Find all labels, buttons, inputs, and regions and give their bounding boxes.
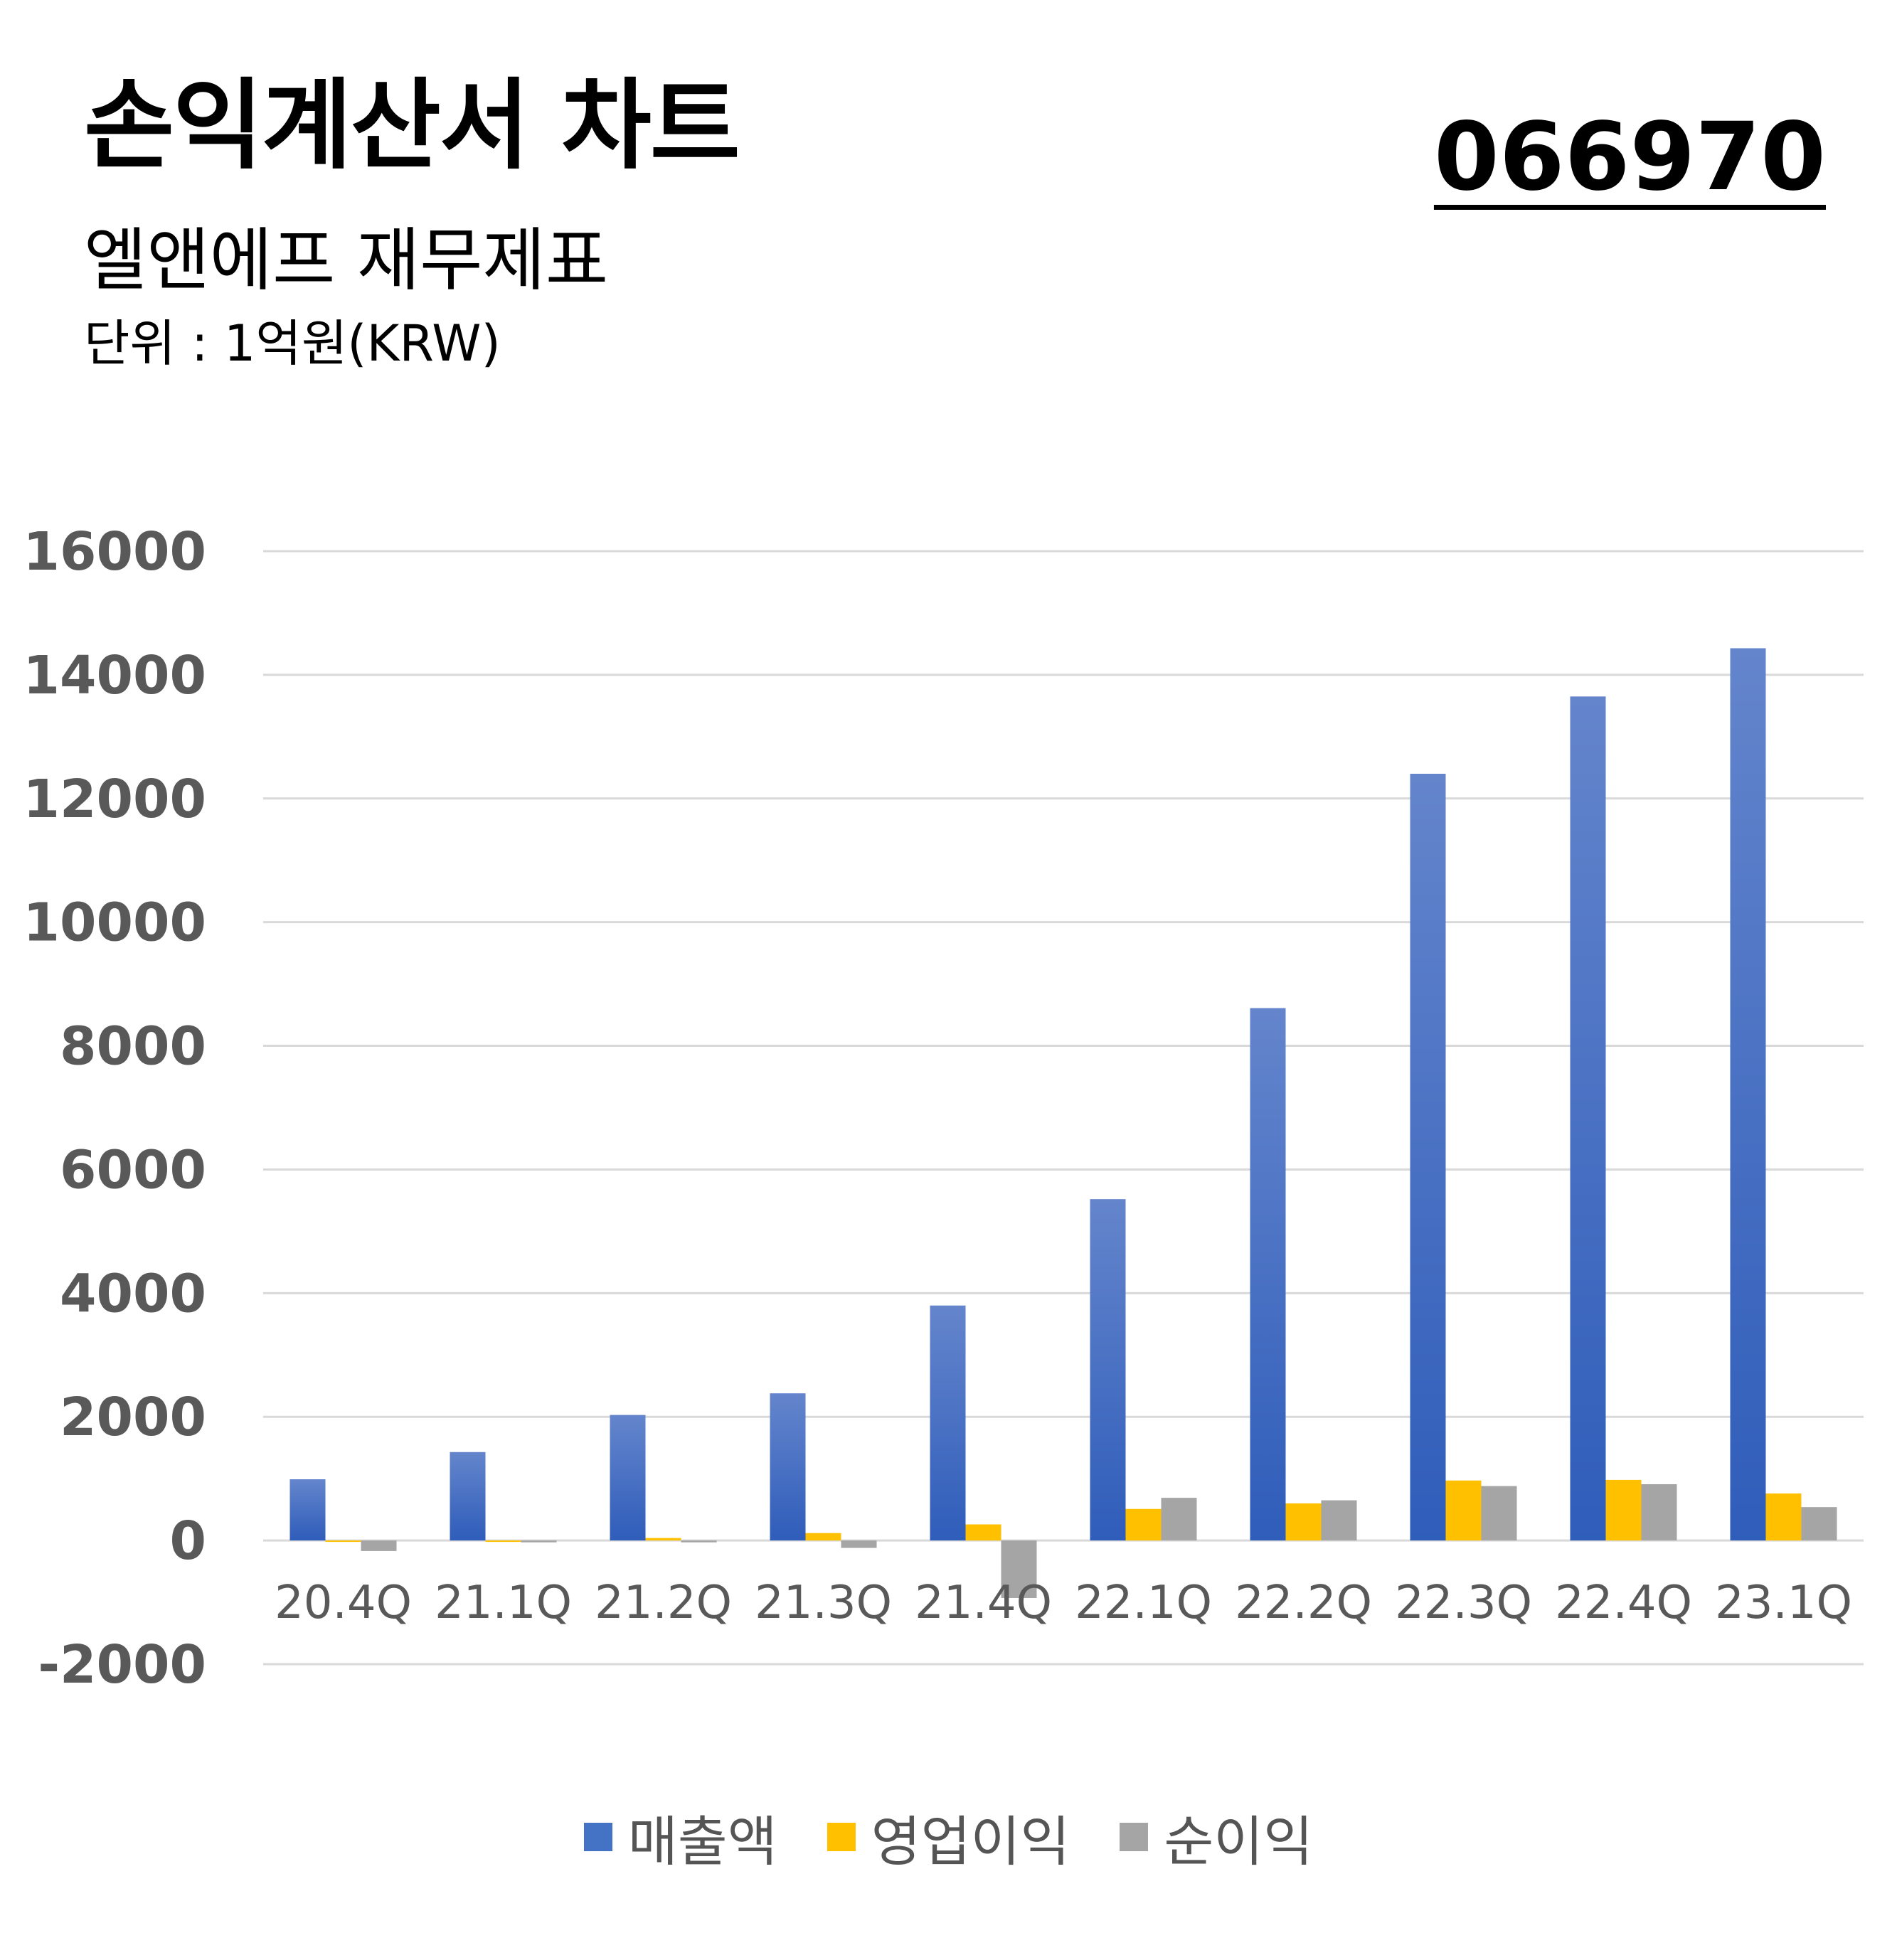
bars <box>289 648 1837 1598</box>
unit-label: 단위 : 1억원(KRW) <box>84 314 501 373</box>
bar-net-income <box>1001 1540 1037 1598</box>
bar-operating-income <box>805 1533 841 1541</box>
legend-label-operating-income: 영업이익 <box>871 1810 1070 1873</box>
bar-revenue <box>1090 1199 1126 1541</box>
bar-revenue <box>1410 774 1446 1541</box>
y-tick-label: 16000 <box>23 521 206 582</box>
y-tick-label: 14000 <box>23 645 206 706</box>
bar-net-income <box>841 1540 877 1548</box>
x-tick-label: 22.3Q <box>1395 1577 1532 1629</box>
bar-revenue <box>450 1452 486 1541</box>
x-tick-label: 23.1Q <box>1715 1577 1852 1629</box>
bar-net-income <box>521 1540 557 1543</box>
bar-net-income <box>1481 1486 1517 1541</box>
bar-revenue <box>770 1393 806 1541</box>
bar-revenue <box>610 1415 646 1541</box>
y-axis-ticks: -2000 0 2000 4000 6000 8000 10000 12000 14000 160… <box>23 521 206 1695</box>
legend-item-revenue: 매출액 <box>583 1798 777 1876</box>
x-tick-label: 22.2Q <box>1235 1577 1372 1629</box>
bar-operating-income <box>1285 1503 1322 1541</box>
x-tick-label: 22.1Q <box>1075 1577 1212 1629</box>
chart-legend: 매출액 영업이익 순이익 <box>0 1798 1897 1876</box>
legend-item-net-income: 순이익 <box>1120 1798 1313 1876</box>
x-tick-label: 21.4Q <box>915 1577 1052 1629</box>
legend-label-revenue: 매출액 <box>627 1810 777 1873</box>
y-tick-label: 8000 <box>60 1016 206 1077</box>
x-tick-label: 21.2Q <box>595 1577 732 1629</box>
bar-net-income <box>681 1540 717 1543</box>
x-tick-label: 21.1Q <box>435 1577 572 1629</box>
bar-operating-income <box>1605 1479 1642 1541</box>
y-tick-label: 2000 <box>60 1387 206 1448</box>
legend-swatch-operating-income <box>827 1823 856 1851</box>
x-tick-label: 20.4Q <box>275 1577 412 1629</box>
bar-revenue <box>930 1305 966 1541</box>
bar-revenue <box>289 1479 326 1541</box>
bar-operating-income <box>965 1524 1001 1541</box>
x-axis-ticks: 20.4Q 21.1Q 21.2Q 21.3Q 21.4Q 22.1Q 22.2Q 22.3Q… <box>275 1577 1852 1629</box>
bar-operating-income <box>325 1540 361 1543</box>
bar-operating-income <box>1765 1493 1802 1541</box>
legend-swatch-net-income <box>1120 1823 1149 1851</box>
bar-operating-income <box>1445 1480 1482 1541</box>
y-tick-label: 12000 <box>23 769 206 830</box>
y-tick-label: 6000 <box>60 1139 206 1200</box>
y-tick-label: 4000 <box>60 1263 206 1324</box>
bar-operating-income <box>485 1540 521 1543</box>
y-tick-label: 10000 <box>23 893 206 954</box>
bar-net-income <box>1321 1500 1357 1541</box>
legend-label-net-income: 순이익 <box>1164 1810 1314 1873</box>
bar-revenue <box>1570 696 1606 1541</box>
bar-net-income <box>1801 1507 1837 1541</box>
y-tick-label: -2000 <box>38 1634 206 1695</box>
x-tick-label: 22.4Q <box>1555 1577 1692 1629</box>
x-tick-label: 21.3Q <box>755 1577 892 1629</box>
bar-operating-income <box>1125 1508 1162 1541</box>
legend-swatch-revenue <box>583 1823 612 1851</box>
y-tick-label: 0 <box>170 1511 207 1572</box>
bar-revenue <box>1250 1008 1286 1541</box>
stock-code: 066970 <box>1433 102 1826 212</box>
chart-title: 손익계산서 차트 <box>84 68 740 183</box>
bar-net-income <box>1161 1498 1197 1541</box>
chart-subtitle: 엘앤에프 재무제표 <box>84 220 609 300</box>
bar-net-income <box>1641 1484 1677 1541</box>
bar-net-income <box>361 1540 397 1551</box>
legend-item-operating-income: 영업이익 <box>827 1798 1070 1876</box>
bar-operating-income <box>645 1538 681 1541</box>
bar-revenue <box>1730 648 1766 1541</box>
